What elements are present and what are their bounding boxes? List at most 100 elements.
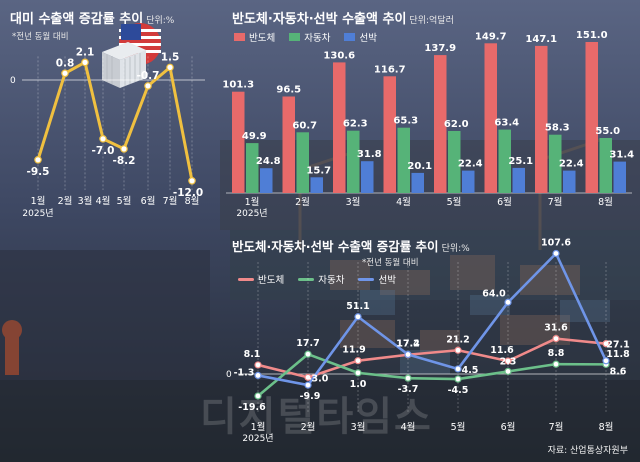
chart1-tick-label: 6월 <box>141 195 156 207</box>
chart1-title-block: 대미 수출액 증감률 추이 단위:% <box>10 8 174 27</box>
chart3-point <box>504 367 512 376</box>
chart3-value-label: 51.1 <box>346 301 369 312</box>
chart2-value-label: 116.7 <box>374 64 406 75</box>
chart1-value-label: -12.0 <box>173 187 203 199</box>
chart3-legend-item: 자동차 <box>298 272 344 286</box>
chart3-point <box>454 375 462 383</box>
chart1-point <box>99 135 107 143</box>
chart3-value-label: -4.5 <box>448 385 469 396</box>
chart2-legend-item: 반도체 <box>234 30 275 44</box>
chart1-value-label: -8.2 <box>113 155 136 167</box>
chart2-tick-label: 2월 <box>295 196 310 208</box>
chart3-legend-label-0: 반도체 <box>258 275 285 286</box>
chart1-tick-label: 1월 <box>31 195 46 207</box>
chart2-tick-label: 6월 <box>497 196 512 208</box>
chart3-tick-label: 5월 <box>451 421 466 433</box>
chart2-tick-label: 7월 <box>548 196 563 208</box>
chart2-bar <box>484 43 497 193</box>
chart3-value-label: -3.7 <box>398 384 419 395</box>
chart1-title: 대미 수출액 증감률 추이 <box>10 12 144 27</box>
chart3-value-label: 4.5 <box>462 365 479 376</box>
chart1-value-label: 0.8 <box>56 57 75 69</box>
chart2-legend-item: 자동차 <box>289 30 330 44</box>
chart3-year-label: 2025년 <box>242 433 273 444</box>
chart3-value-label: 27.1 <box>606 340 629 351</box>
legend-line <box>238 277 254 281</box>
chart2-value-label: 130.6 <box>323 50 355 61</box>
chart2-legend-item: 선박 <box>344 30 377 44</box>
chart2-bar <box>549 134 562 193</box>
chart1-zero-label: 0 <box>10 76 16 86</box>
chart2-tick-label: 5월 <box>447 196 462 208</box>
chart2-title-block: 반도체·자동차·선박 수출액 추이 단위:억달러 <box>232 8 454 27</box>
chart2-bar <box>512 167 525 193</box>
chart2-tick-label: 3월 <box>346 196 361 208</box>
chart1-point <box>120 145 128 153</box>
chart1-point <box>188 177 196 185</box>
chart3-point <box>254 361 262 369</box>
chart1-tick-label: 3월 <box>78 195 93 207</box>
chart1-point <box>61 69 69 78</box>
chart3-point <box>552 335 560 343</box>
chart2-bar <box>613 161 626 193</box>
chart3-tick-label: 6월 <box>501 421 516 433</box>
chart3-value-label: 17.2 <box>396 339 419 350</box>
chart2-value-label: 96.5 <box>276 85 301 96</box>
chart2-value-label: 31.8 <box>357 149 382 160</box>
chart3-tick-label: 1월 <box>251 421 266 433</box>
chart2-value-label: 62.3 <box>343 119 368 130</box>
chart1-tick-label: 4월 <box>96 195 111 207</box>
chart3-legend-label-2: 선박 <box>378 275 396 286</box>
chart2-bar <box>434 55 447 193</box>
chart3-series-line <box>257 352 607 397</box>
chart1-value-label: -7.0 <box>92 145 115 157</box>
chart1-point <box>144 82 152 90</box>
chart2-bar <box>282 96 295 193</box>
chart3-value-label: 107.6 <box>541 237 571 248</box>
chart2-bar <box>333 62 346 194</box>
chart3-point <box>504 357 512 365</box>
chart2-tick-label: 4월 <box>396 196 411 208</box>
chart2-legend: 반도체 자동차 선박 <box>234 30 377 44</box>
chart2-value-label: 62.0 <box>444 119 469 130</box>
chart3-point <box>304 350 312 358</box>
chart2-bar <box>246 143 259 193</box>
chart2-bar <box>361 161 374 193</box>
chart2-value-label: 63.4 <box>494 118 519 129</box>
chart2-bar <box>260 168 273 193</box>
chart2-bar <box>448 131 461 193</box>
chart3-value-label: -9.9 <box>300 391 321 402</box>
chart2-value-label: 58.3 <box>545 123 570 134</box>
chart3-value-label: 31.6 <box>544 323 568 334</box>
chart1-point <box>166 63 174 72</box>
chart2-bar <box>498 129 511 193</box>
chart2-bar <box>232 91 245 193</box>
chart3-legend: 반도체 자동차 선박 <box>238 272 396 286</box>
chart1-tick-label: 8월 <box>185 195 200 207</box>
chart2-value-label: 137.9 <box>424 43 456 54</box>
chart1-point <box>34 156 42 164</box>
chart2-legend-label-0: 반도체 <box>249 33 276 44</box>
chart3-point <box>304 381 312 389</box>
chart3-value-label: 21.2 <box>446 334 469 345</box>
chart3-point <box>454 365 462 373</box>
chart1-point <box>81 58 89 67</box>
chart3-legend-item: 반도체 <box>238 272 284 286</box>
chart3-point <box>552 249 560 258</box>
chart2-value-label: 101.3 <box>222 80 254 91</box>
chart3-value-label: 1.0 <box>350 379 367 390</box>
chart2-value-label: 151.0 <box>576 30 608 41</box>
chart2-tick-label: 8월 <box>598 196 613 208</box>
chart3-title-block: 반도체·자동차·선박 수출액 증감률 추이 단위:% <box>232 236 470 255</box>
chart3-point <box>304 373 312 381</box>
chart3-value-label: 11.8 <box>606 349 630 360</box>
chart3-value-label: 8.6 <box>610 366 627 377</box>
chart3-value-label: 17.4 <box>396 339 420 350</box>
chart1-tick-label: 7월 <box>163 195 178 207</box>
chart2-value-label: 22.4 <box>458 159 483 170</box>
chart3-series-line <box>257 252 608 387</box>
chart3-tick-label: 7월 <box>549 421 564 433</box>
chart2-title: 반도체·자동차·선박 수출액 추이 <box>232 12 407 27</box>
legend-swatch <box>234 33 245 41</box>
